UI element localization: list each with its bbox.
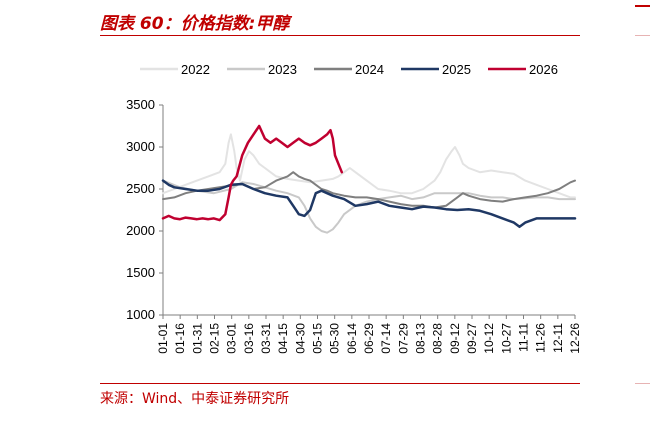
side-rule bbox=[635, 35, 650, 36]
series-line-2025 bbox=[161, 179, 577, 229]
x-tick-label: 05-30 bbox=[328, 323, 342, 354]
x-tick-label: 08-13 bbox=[414, 323, 428, 354]
x-tick-label: 02-15 bbox=[208, 323, 222, 354]
x-tick-label: 12-11 bbox=[551, 323, 565, 353]
y-tick-label: 2500 bbox=[126, 181, 155, 196]
legend-label-2024: 2024 bbox=[355, 62, 384, 77]
x-tick-label: 01-01 bbox=[156, 323, 170, 354]
x-tick-label: 08-28 bbox=[431, 323, 445, 354]
x-tick-label: 04-15 bbox=[276, 323, 290, 354]
side-rule bbox=[635, 383, 650, 384]
series-line-2026 bbox=[161, 124, 344, 222]
x-tick-label: 03-31 bbox=[259, 323, 273, 354]
legend-label-2022: 2022 bbox=[181, 62, 210, 77]
y-tick-label: 3000 bbox=[126, 139, 155, 154]
chart-title-bar: 图表 60：价格指数:甲醇 bbox=[100, 3, 580, 36]
x-tick-label: 09-27 bbox=[465, 323, 479, 354]
x-tick-label: 06-14 bbox=[345, 323, 359, 354]
x-tick-label: 11-11 bbox=[517, 323, 531, 352]
x-tick-label: 11-26 bbox=[534, 323, 548, 353]
chart-title: 图表 60：价格指数:甲醇 bbox=[100, 14, 290, 34]
x-tick-label: 12-26 bbox=[568, 323, 582, 354]
source-note: 来源：Wind、中泰证券研究所 bbox=[100, 391, 290, 407]
legend-label-2023: 2023 bbox=[268, 62, 297, 77]
series-line-2022 bbox=[162, 133, 576, 199]
legend-label-2025: 2025 bbox=[442, 62, 471, 77]
y-tick-label: 3500 bbox=[126, 97, 155, 112]
title-underline bbox=[100, 35, 580, 36]
x-tick-label: 01-16 bbox=[173, 323, 187, 354]
x-tick-label: 03-16 bbox=[242, 323, 256, 354]
x-tick-label: 03-01 bbox=[225, 323, 239, 354]
x-tick-label: 05-15 bbox=[311, 323, 325, 354]
y-tick-label: 2000 bbox=[126, 223, 155, 238]
y-tick-label: 1500 bbox=[126, 265, 155, 280]
side-rule bbox=[635, 5, 650, 7]
series-line-2023 bbox=[162, 179, 576, 234]
x-tick-label: 10-12 bbox=[482, 323, 496, 354]
x-tick-label: 01-31 bbox=[190, 323, 204, 354]
footer-rule bbox=[100, 383, 580, 384]
x-tick-label: 07-29 bbox=[396, 323, 410, 354]
x-tick-label: 04-30 bbox=[293, 323, 307, 354]
x-tick-label: 10-27 bbox=[499, 323, 513, 354]
legend-label-2026: 2026 bbox=[529, 62, 558, 77]
y-tick-label: 1000 bbox=[126, 307, 155, 322]
x-tick-label: 06-29 bbox=[362, 323, 376, 354]
x-tick-label: 09-12 bbox=[448, 323, 462, 354]
x-tick-label: 07-14 bbox=[379, 323, 393, 354]
